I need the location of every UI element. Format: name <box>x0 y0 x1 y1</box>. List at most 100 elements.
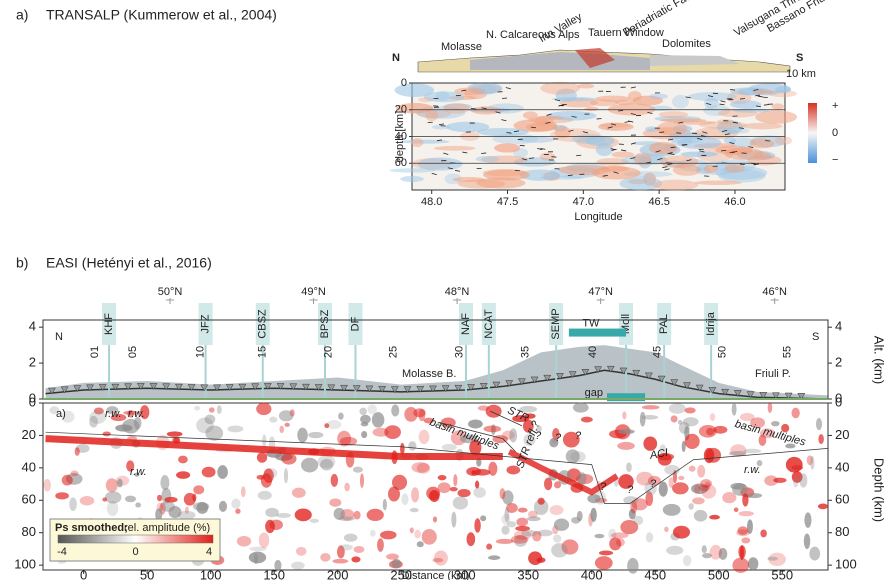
station-label: 25 <box>387 346 399 358</box>
colorbar-label: + <box>832 100 838 112</box>
rf-blob <box>581 417 593 423</box>
rf-blob <box>551 543 568 557</box>
rf-blob <box>368 404 377 414</box>
amplitude-blob <box>742 123 782 130</box>
rf-blob <box>689 466 696 472</box>
rf-blob <box>646 532 653 542</box>
station-label: 15 <box>257 346 269 358</box>
rf-blob <box>627 558 638 574</box>
rf-blob <box>291 562 305 570</box>
amplitude-blob <box>659 111 688 118</box>
rf-blob <box>408 441 416 450</box>
rf-blob <box>685 407 696 413</box>
rf-blob <box>700 479 712 488</box>
rf-blob <box>383 499 387 510</box>
rf-blob <box>354 511 361 520</box>
rf-blob <box>386 554 399 560</box>
rf-blob <box>317 455 335 468</box>
rf-blob <box>257 452 267 463</box>
panel-label: b) <box>16 255 28 271</box>
station-label: 40 <box>587 346 599 358</box>
x-tick-label: 46.0 <box>724 196 745 208</box>
rf-blob <box>554 519 569 531</box>
amplitude-blob <box>523 111 538 119</box>
profile-label: N <box>392 52 400 64</box>
rf-blob <box>157 495 162 502</box>
profile-label: S <box>796 52 803 64</box>
rf-blob <box>793 477 798 487</box>
rf-blob <box>669 477 674 488</box>
station-label: 55 <box>781 346 793 358</box>
rf-blob <box>642 405 660 409</box>
section-label: ? <box>535 430 542 442</box>
y-tick-label: 0 <box>29 394 36 409</box>
rf-blob <box>372 412 385 427</box>
rf-blob <box>160 475 169 490</box>
fault-label: Idrija <box>705 311 717 336</box>
rf-blob <box>692 497 705 504</box>
rf-blob <box>587 494 600 503</box>
amplitude-blob <box>750 138 775 148</box>
rf-blob <box>743 449 761 453</box>
rf-blob <box>429 490 439 502</box>
amplitude-blob <box>724 128 750 134</box>
geology-label: Molasse <box>441 41 482 53</box>
station-label: 30 <box>454 346 466 358</box>
rf-blob <box>361 431 367 438</box>
fault-label: NCAT <box>483 309 495 338</box>
y-tick-label: 80 <box>835 524 849 539</box>
legend-subtitle: rel. amplitude (%) <box>124 522 210 534</box>
rf-blob <box>475 481 479 489</box>
rf-blob <box>411 487 419 502</box>
rf-blob <box>359 408 366 415</box>
rf-blob <box>773 478 786 483</box>
x-axis-label: Distance (km) <box>402 570 470 580</box>
rf-blob <box>217 405 222 414</box>
rf-blob <box>259 532 269 548</box>
x-tick-label: 0 <box>80 567 87 580</box>
rf-blob <box>367 509 384 521</box>
rf-blob <box>410 508 419 512</box>
rf-blob <box>504 508 509 523</box>
rf-blob <box>799 473 807 487</box>
amplitude-blob <box>645 126 658 132</box>
rf-blob <box>818 434 823 444</box>
rf-blob <box>483 425 501 432</box>
rf-blob <box>370 530 376 537</box>
amplitude-blob <box>649 93 668 99</box>
y-tick-label: 4 <box>29 319 36 334</box>
rf-blob <box>102 431 110 436</box>
amplitude-blob <box>434 146 476 151</box>
rf-blob <box>417 541 424 547</box>
amplitude-blob <box>572 134 605 144</box>
colorbar-label: 0 <box>832 127 838 139</box>
lat-tick <box>597 298 605 304</box>
range-bar <box>607 393 645 401</box>
amplitude-blob <box>494 143 520 152</box>
rf-blob <box>622 411 626 419</box>
fault-label: PAL <box>658 314 670 334</box>
rf-blob <box>310 519 319 523</box>
rf-blob <box>178 456 188 464</box>
rf-blob <box>205 426 223 441</box>
rf-blob <box>792 408 800 419</box>
lat-label: 47°N <box>588 286 613 298</box>
rf-blob <box>732 403 737 416</box>
rf-blob <box>340 544 353 550</box>
y-tick-label: 60 <box>835 492 849 507</box>
rf-blob <box>702 545 707 553</box>
rf-blob <box>209 407 215 412</box>
section-label: ? <box>575 430 582 442</box>
rf-blob <box>466 532 475 546</box>
station-label: 50 <box>716 346 728 358</box>
rf-blob <box>742 493 748 506</box>
rf-blob <box>332 559 348 564</box>
scale-label: 10 km <box>786 68 816 80</box>
rf-blob <box>573 403 589 413</box>
fault-label: KHF <box>103 313 115 335</box>
rf-blob <box>71 471 79 477</box>
amplitude-blob <box>458 179 505 189</box>
rf-blob <box>710 413 716 421</box>
rf-blob <box>296 547 307 556</box>
x-tick-label: 200 <box>327 567 349 580</box>
